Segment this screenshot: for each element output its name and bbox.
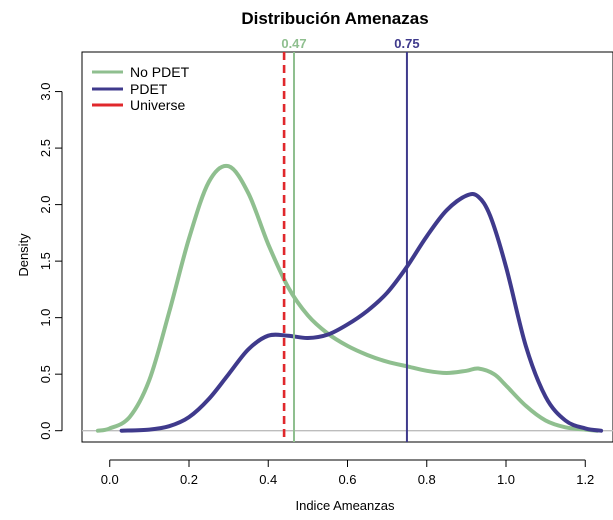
- y-tick-label: 0.5: [38, 365, 53, 383]
- x-tick-label: 1.2: [576, 472, 594, 487]
- chart-title: Distribución Amenazas: [241, 9, 428, 28]
- y-tick-label: 3.0: [38, 83, 53, 101]
- plot-frame: [81, 51, 613, 443]
- legend-label-universe: Universe: [130, 97, 185, 113]
- y-tick-label: 1.0: [38, 309, 53, 327]
- x-tick-label: 0.4: [259, 472, 277, 487]
- y-tick-label: 0.0: [38, 422, 53, 440]
- x-tick-label: 0.0: [101, 472, 119, 487]
- x-tick-label: 0.2: [180, 472, 198, 487]
- y-tick-label: 1.5: [38, 252, 53, 270]
- legend: No PDET PDET Universe: [92, 64, 190, 113]
- y-axis-label: Density: [16, 233, 31, 277]
- ref-label-no-pdet: 0.47: [281, 36, 306, 51]
- y-tick-label: 2.5: [38, 139, 53, 157]
- x-axis-label: Indice Ameanzas: [295, 498, 395, 513]
- x-tick-label: 0.6: [338, 472, 356, 487]
- x-tick-label: 1.0: [497, 472, 515, 487]
- legend-label-no-pdet: No PDET: [130, 64, 190, 80]
- series-line-pdet: [119, 192, 604, 433]
- y-tick-label: 2.0: [38, 196, 53, 214]
- legend-label-pdet: PDET: [130, 81, 168, 97]
- ref-label-pdet: 0.75: [394, 36, 419, 51]
- series-line-no-pdet: [95, 163, 600, 433]
- x-tick-label: 0.8: [418, 472, 436, 487]
